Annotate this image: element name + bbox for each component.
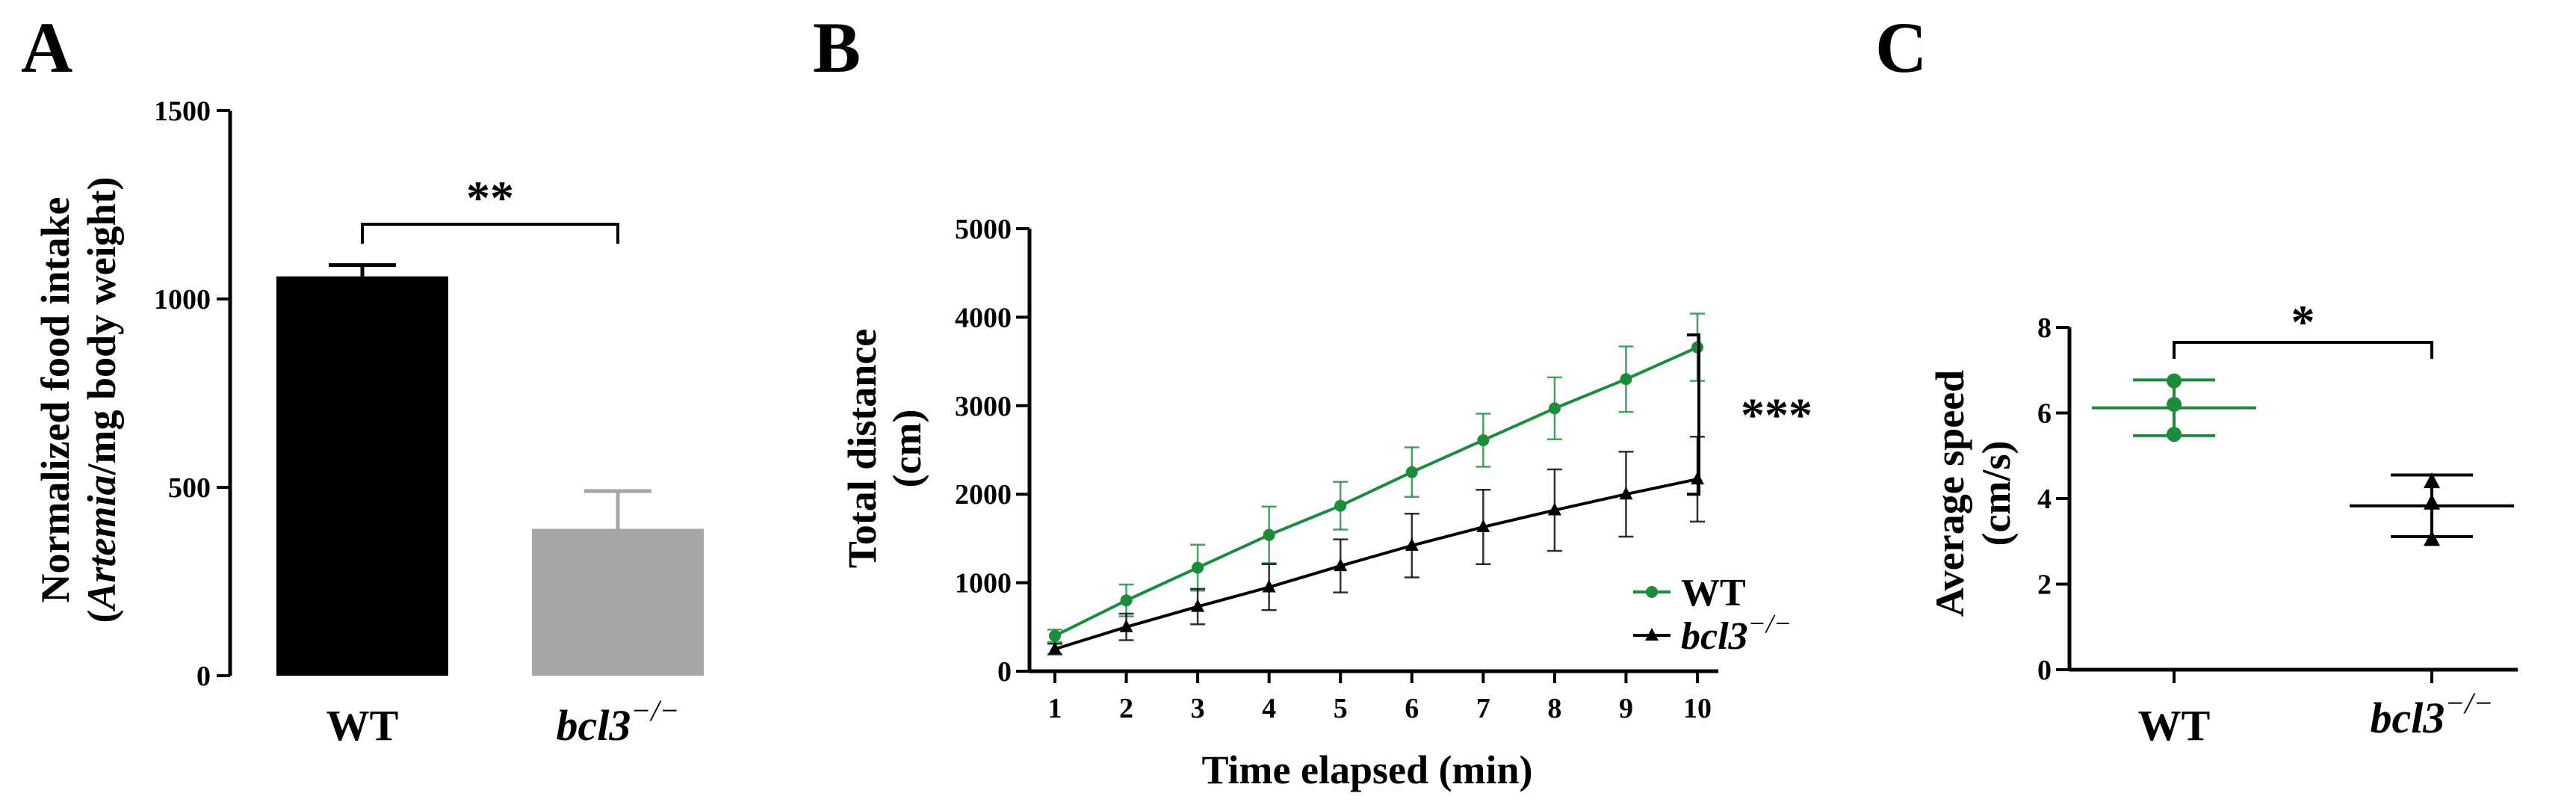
chart-b-series-line-0 [1054,345,1698,638]
chart-a-ytick-label: 1000 [154,284,211,315]
chart-c-point-0 [2167,397,2182,413]
chart-b-xtick-label: 6 [1405,693,1419,724]
chart-b-point-0 [1120,594,1133,607]
chart-a-ylabel-line1: Normalized food intake [33,197,78,603]
chart-b-ytick-label: 4000 [955,302,1012,333]
chart-c-point-1 [2424,493,2440,510]
chart-c-ylabel-line2: (cm/s) [1974,441,2019,546]
chart-b-point-0 [1334,499,1347,512]
chart-c-ytick-label: 8 [2037,312,2052,344]
panel-a: A Normalized food intake (Artemia/mg bod… [21,7,704,750]
chart-a-plot: 0 500 1000 1500 WT bcl3−/− ** [154,96,704,750]
chart-b-ytick-label: 1000 [955,568,1012,599]
chart-a-significance-bracket [361,223,619,244]
chart-a-ylabel-line2: (Artemia/mg body weight) [79,176,124,623]
panel-letter-c: C [1875,7,1927,87]
chart-a-bar-0 [276,276,448,676]
chart-c-significance-label: * [2291,295,2315,348]
chart-b-point-1 [1119,619,1133,632]
chart-b-legend-marker [1645,628,1659,641]
chart-b-point-0 [1192,561,1204,574]
chart-a-category-label: WT [326,701,399,750]
chart-b-point-0 [1049,629,1061,642]
chart-b-point-1 [1547,502,1561,516]
chart-b-xtick-label: 3 [1191,693,1205,724]
chart-b-point-1 [1262,579,1276,593]
chart-b-ylabel-line2: (cm) [885,410,929,488]
chart-b-point-1 [1334,558,1348,572]
chart-c-point-1 [2424,530,2440,546]
chart-b-legend-label: WT [1681,572,1746,614]
chart-b-xtick-label: 2 [1119,693,1133,724]
chart-b-ytick-label: 3000 [955,391,1012,422]
chart-a-significance-label: ** [466,171,514,224]
chart-b-series-line-1 [1054,478,1698,651]
chart-b-significance-label: *** [1741,389,1812,442]
chart-b-xtick-label: 4 [1262,693,1276,724]
chart-c-ylabel-line1: Average speed [1928,370,1972,617]
chart-b-point-1 [1048,641,1062,655]
chart-b-xtick-label: 5 [1334,693,1348,724]
chart-b-xlabel: Time elapsed (min) [1202,747,1533,792]
chart-a-ytick-label: 500 [168,472,211,504]
chart-b-xtick-label: 10 [1683,693,1712,724]
chart-b-xtick-label: 9 [1619,693,1633,724]
chart-b-point-0 [1263,528,1275,541]
chart-c-point-1 [2424,472,2440,489]
chart-b-point-1 [1405,537,1419,551]
panel-letter-b: B [813,7,861,87]
chart-b-ytick-label: 2000 [955,479,1012,511]
chart-b-point-1 [1191,599,1205,612]
chart-c-plot: 0 2 4 6 8 WT bcl3−/− * [2037,295,2518,750]
chart-b-xtick-label: 1 [1048,693,1062,724]
chart-b-legend-marker [1646,586,1658,598]
chart-b-point-0 [1620,373,1632,386]
chart-a-bar-1 [532,528,704,676]
chart-b-ylabel-line1: Total distance [840,329,885,569]
chart-b-legend-label: bcl3−/− [1681,608,1792,658]
chart-c-ytick-label: 0 [2037,655,2052,686]
chart-b-point-0 [1548,402,1561,415]
chart-a-ytick-label: 0 [196,661,211,692]
chart-b-point-1 [1476,519,1490,533]
chart-c-point-0 [2167,427,2182,442]
chart-b-point-0 [1477,434,1490,446]
chart-c-point-0 [2167,373,2182,389]
chart-c-category-label: WT [2138,701,2211,750]
panel-letter-a: A [21,7,72,87]
chart-c-category-label: bcl3−/− [2371,686,2494,742]
chart-b-point-1 [1619,487,1633,500]
chart-c-ytick-label: 4 [2037,484,2052,515]
chart-b-ytick-label: 5000 [955,214,1012,245]
chart-c-ytick-label: 6 [2037,398,2052,430]
chart-a-ytick-label: 1500 [154,96,211,127]
chart-b-point-0 [1405,466,1418,478]
chart-b-plot: 0 1000 2000 3000 4000 5000 1 2 3 4 5 6 7 8 9 10 *** WTbcl… [955,214,1812,724]
chart-b-ytick-label: 0 [997,656,1012,688]
chart-b-xtick-label: 7 [1476,693,1490,724]
chart-a-category-label: bcl3−/− [557,694,680,750]
panel-c: C Average speed (cm/s) 0 2 4 6 8 WT bcl3−/− * [1875,7,2518,750]
chart-b-significance-bracket [1687,333,1700,496]
panel-b: B Total distance (cm) Time elapsed (min)… [813,7,1812,792]
chart-c-ytick-label: 2 [2037,570,2052,601]
chart-c-significance-bracket [2173,341,2433,359]
chart-b-xtick-label: 8 [1547,693,1561,724]
